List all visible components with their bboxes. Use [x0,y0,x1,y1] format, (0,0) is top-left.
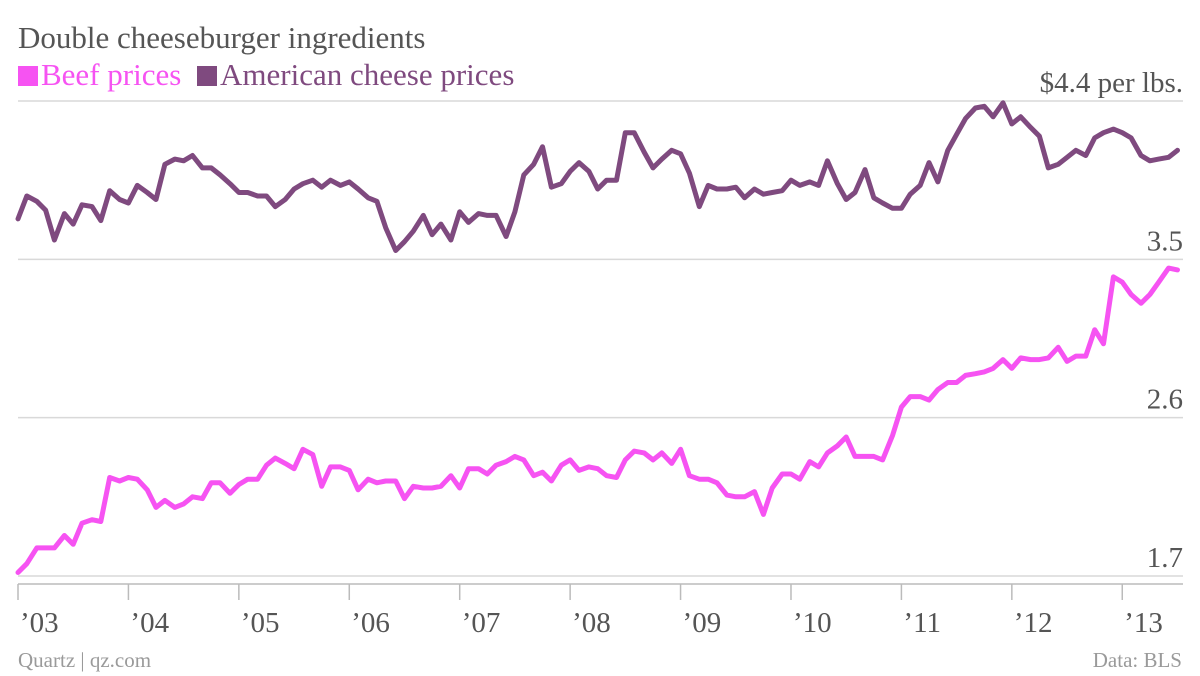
x-tick-label: ’06 [351,607,390,639]
x-tick-label: ’08 [572,607,611,639]
cheese-price-line [15,100,1180,253]
series-layer [15,100,1180,575]
legend-item-cheese: American cheese prices [197,57,514,93]
source-credit: Quartz | qz.com [18,648,152,672]
y-tick-label: $4.4 per lbs. [1040,67,1183,99]
legend-item-beef: Beef prices [18,57,181,93]
legend-swatch-cheese [197,66,218,86]
data-source: Data: BLS [1092,648,1182,672]
x-tick-label: ’03 [20,607,59,639]
x-tick-label: ’07 [462,607,501,639]
x-tick-label: ’10 [793,607,832,639]
x-tick-label: ’11 [903,607,941,639]
grid-layer [18,100,1183,577]
beef-price-line [15,265,1180,575]
x-tick-label: ’04 [130,607,169,639]
y-tick-label: 2.6 [1147,384,1183,416]
y-tick-label: 3.5 [1147,225,1183,257]
x-axis: ’03 ’04 ’05 ’06 ’07 ’08 ’09 ’10 ’11 ’12 ’13 [17,583,1183,639]
chart-title: Double cheeseburger ingredients [18,20,426,55]
legend-label-cheese: American cheese prices [220,57,515,92]
legend: Beef prices American cheese prices [18,57,522,93]
y-tick-label: 1.7 [1147,542,1183,574]
x-tick-label: ’12 [1014,607,1053,639]
x-tick-label: ’13 [1124,607,1163,639]
legend-label-beef: Beef prices [41,57,182,92]
y-tick-labels: 1.7 2.6 3.5 $4.4 per lbs. [1040,67,1183,574]
x-tick-label: ’05 [241,607,280,639]
x-tick-label: ’09 [683,607,722,639]
legend-swatch-beef [18,66,38,86]
